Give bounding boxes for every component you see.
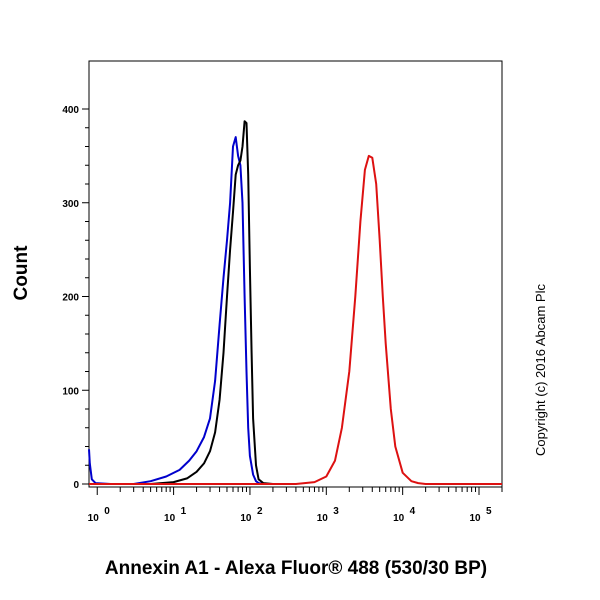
plot-area xyxy=(88,60,503,488)
y-tick-label: 200 xyxy=(62,293,79,304)
x-tick-label: 10 xyxy=(393,513,405,524)
x-tick-exponent: 2 xyxy=(257,506,263,517)
series-line-2 xyxy=(89,120,273,485)
y-axis-title: Count xyxy=(11,245,32,301)
x-tick-exponent: 4 xyxy=(410,506,416,517)
x-tick-exponent: 0 xyxy=(104,506,110,517)
x-tick-exponent: 3 xyxy=(333,506,339,517)
x-tick-label: 10 xyxy=(88,513,100,524)
y-axis: 0 100 200 300 400 xyxy=(62,105,89,491)
x-axis: 10 0 10 1 10 2 10 3 10 4 10 5 xyxy=(88,487,503,524)
x-tick-label: 10 xyxy=(240,513,252,524)
x-tick-label: 10 xyxy=(469,513,481,524)
x-tick-label: 10 xyxy=(164,513,176,524)
y-tick-label: 300 xyxy=(62,199,79,210)
series-line-3 xyxy=(89,154,502,485)
y-tick-label: 0 xyxy=(73,480,79,491)
x-tick-exponent: 1 xyxy=(181,506,187,517)
y-tick-label: 100 xyxy=(62,386,79,397)
series-group xyxy=(88,120,502,485)
x-axis-title: Annexin A1 - Alexa Fluor® 488 (530/30 BP… xyxy=(105,558,487,579)
x-tick-exponent: 5 xyxy=(486,506,492,517)
x-tick-label: 10 xyxy=(317,513,329,524)
copyright-text: Copyright (c) 2016 Abcam Plc xyxy=(533,284,548,456)
y-tick-label: 400 xyxy=(62,105,79,116)
